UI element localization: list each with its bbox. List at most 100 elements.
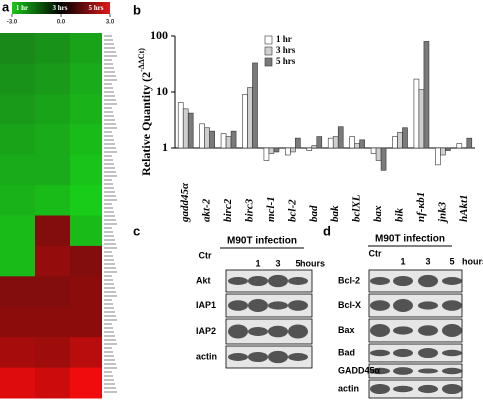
heatmap-cell <box>70 124 102 156</box>
bar <box>456 143 463 149</box>
bar <box>354 143 360 149</box>
heatmap-cell <box>0 185 35 216</box>
row-label: GADD45α <box>338 365 381 375</box>
heatmap-cell <box>0 124 35 156</box>
bar <box>285 147 291 156</box>
blot-band <box>268 350 288 364</box>
blot-band <box>228 277 248 285</box>
heatmap-cell <box>0 306 35 338</box>
heatmap-cell <box>70 276 102 308</box>
legend-swatch <box>264 46 273 56</box>
row-label: Bcl-X <box>338 300 361 310</box>
blot-band <box>288 353 308 361</box>
heatmap-cell <box>0 276 35 308</box>
heatmap-cell <box>0 337 35 369</box>
blot-band <box>418 347 438 359</box>
bar <box>225 136 232 149</box>
x-tick-label: jnk3 <box>436 201 448 224</box>
bar <box>177 102 184 149</box>
bar <box>295 137 301 149</box>
blot-band <box>442 383 462 395</box>
bar <box>199 123 205 149</box>
blot-header: M90T infection <box>375 234 445 245</box>
blot-band <box>393 275 413 287</box>
colorbar-label: 0.0 <box>57 20 66 26</box>
bar <box>445 147 451 151</box>
blot-band <box>370 324 390 337</box>
timepoint-label: 5 <box>449 256 454 266</box>
bar <box>370 147 377 154</box>
x-tick-label: mcl-1 <box>265 196 277 222</box>
heatmap-cell <box>35 154 70 186</box>
blot-band <box>393 385 413 393</box>
heatmap-cell <box>70 306 102 338</box>
bar <box>397 132 403 149</box>
y-tick-label: 100 <box>150 28 168 42</box>
unit-label: hours <box>300 258 325 268</box>
bar <box>332 136 339 149</box>
row-label: IAP1 <box>196 300 216 310</box>
heatmap-cell <box>35 367 70 399</box>
bar <box>440 147 446 156</box>
blot-band <box>288 300 308 311</box>
heatmap-cell <box>35 33 70 64</box>
blot-band <box>418 325 438 336</box>
heatmap-cell <box>35 124 70 156</box>
blot-band <box>393 326 413 335</box>
heatmap-cell <box>35 337 70 369</box>
heatmap-cell <box>70 93 102 125</box>
unit-label: hours <box>462 256 483 266</box>
timepoint-label: 1 <box>400 256 405 266</box>
bar <box>268 147 275 154</box>
blot-band <box>268 325 288 338</box>
heatmap-cell <box>0 63 35 95</box>
x-tick-label: bik <box>394 207 406 222</box>
blot-band <box>248 275 268 287</box>
blot-band <box>370 349 390 357</box>
timepoint-label: 1 <box>255 258 260 268</box>
heatmap-cell <box>35 63 70 95</box>
bar <box>359 139 365 149</box>
bar <box>337 126 344 149</box>
legend-swatch <box>264 35 273 45</box>
row-label: actin <box>196 351 217 361</box>
blot-band <box>442 324 462 337</box>
panel-label: a <box>2 0 10 14</box>
row-label: Akt <box>196 275 211 285</box>
timepoint-label: 3 <box>425 256 430 266</box>
heatmap-cell <box>70 154 102 186</box>
panel-label: d <box>323 223 331 238</box>
heatmap-cell <box>35 276 70 308</box>
heatmap-cell <box>35 185 70 216</box>
bar <box>418 89 425 149</box>
heatmap-cell <box>70 185 102 216</box>
heatmap-cell <box>35 245 70 277</box>
row-label: Bcl-2 <box>338 275 360 285</box>
blot-band <box>248 299 268 312</box>
bar <box>204 127 210 149</box>
bar <box>413 78 420 149</box>
blot-band <box>442 367 462 375</box>
column-header: 5 hrs <box>89 4 104 12</box>
blot-band <box>393 299 413 312</box>
panel-label: b <box>133 2 141 17</box>
heatmap-cell <box>0 215 35 247</box>
x-tick-label: birc2 <box>222 198 234 222</box>
blot-band <box>370 277 390 285</box>
blot-band <box>418 384 438 394</box>
bar <box>273 147 280 153</box>
blot-band <box>268 301 288 310</box>
row-label: IAP2 <box>196 326 216 336</box>
legend-label: 1 hr <box>276 34 292 44</box>
bar <box>316 136 323 149</box>
y-axis-label-sup: -ΔΔCt) <box>137 48 146 72</box>
blot-band <box>248 351 268 363</box>
timepoint-label: 3 <box>275 258 280 268</box>
control-label: Ctr <box>369 248 382 258</box>
legend-label: 5 hrs <box>276 56 296 66</box>
colorbar-label: 3.0 <box>106 20 115 26</box>
blot-band <box>268 274 288 288</box>
bar <box>349 136 355 149</box>
column-header: 3 hrs <box>53 4 68 12</box>
legend-label: 3 hrs <box>276 45 296 55</box>
